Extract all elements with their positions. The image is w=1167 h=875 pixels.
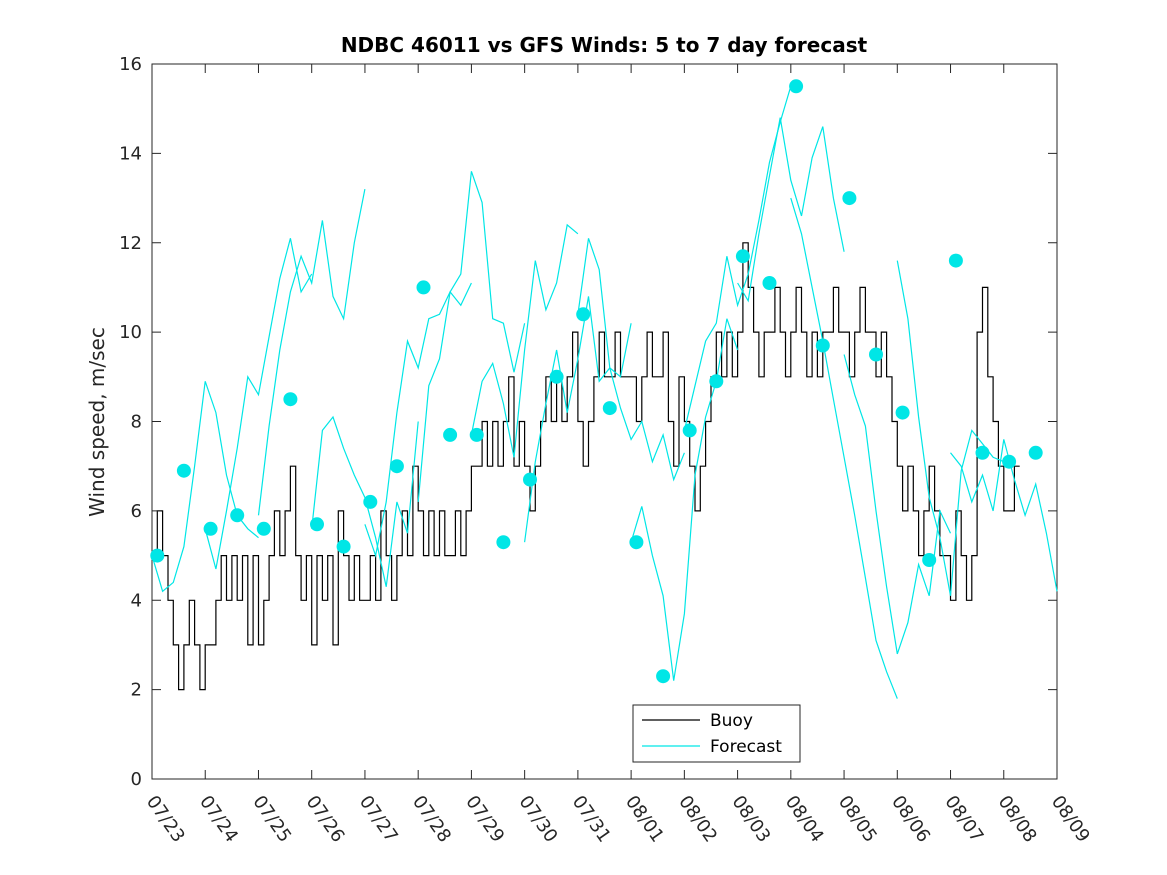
y-tick-label: 6	[131, 501, 142, 522]
chart-title: NDBC 46011 vs GFS Winds: 5 to 7 day fore…	[341, 33, 868, 57]
plot-area	[150, 63, 1058, 780]
forecast-marker	[735, 249, 750, 264]
axes-box	[151, 63, 1058, 780]
x-tick-label: 07/27	[355, 792, 402, 847]
x-tick-label: 07/29	[461, 792, 508, 847]
forecast-marker	[469, 427, 484, 442]
forecast-line-5	[364, 282, 472, 558]
x-tick-label: 08/06	[887, 792, 934, 847]
x-tick-label: 08/04	[781, 792, 828, 847]
forecast-marker	[336, 539, 351, 554]
y-tick-label: 4	[131, 590, 142, 611]
forecast-marker	[283, 392, 298, 407]
forecast-marker	[895, 405, 910, 420]
forecast-marker	[656, 669, 671, 684]
forecast-line-12	[737, 117, 845, 303]
y-tick-label: 12	[119, 233, 142, 254]
x-tick-label: 08/08	[994, 792, 1041, 847]
y-axis-label: Wind speed, m/sec	[85, 327, 109, 517]
forecast-marker	[922, 553, 937, 567]
forecast-line-3	[257, 188, 366, 516]
forecast-marker	[975, 445, 990, 460]
forecast-line-2	[204, 238, 313, 570]
forecast-marker	[576, 307, 591, 322]
x-tick-label: 07/23	[142, 792, 189, 847]
x-tick-label: 07/26	[302, 792, 349, 847]
y-tick-label: 10	[119, 322, 142, 343]
forecast-line-16	[950, 439, 1058, 592]
forecast-line-6	[417, 171, 526, 502]
y-tick-label: 0	[131, 769, 142, 790]
x-tick-label: 08/01	[621, 792, 668, 847]
x-tick-label: 08/02	[674, 792, 721, 847]
forecast-marker	[789, 79, 804, 94]
x-tick-label: 08/05	[834, 792, 881, 847]
x-tick-label: 08/07	[940, 792, 987, 847]
forecast-marker	[256, 521, 271, 536]
y-tick-label: 14	[119, 143, 142, 164]
forecast-marker	[389, 459, 404, 474]
forecast-line-13	[790, 197, 898, 699]
legend-forecast-label: Forecast	[710, 737, 782, 757]
forecast-marker	[709, 374, 724, 389]
y-tick-label: 16	[119, 54, 142, 75]
forecast-marker	[682, 423, 697, 438]
forecast-marker	[1002, 454, 1017, 469]
legend-box	[632, 704, 801, 763]
forecast-marker	[629, 535, 644, 550]
forecast-marker	[176, 463, 191, 478]
buoy-line	[152, 242, 1020, 691]
forecast-marker	[310, 517, 324, 532]
forecast-marker	[363, 494, 378, 509]
forecast-series	[151, 86, 1058, 699]
forecast-marker	[496, 535, 511, 550]
y-tick-label: 8	[131, 412, 142, 433]
x-tick-label: 07/31	[568, 792, 615, 847]
forecast-line-7	[470, 223, 579, 458]
forecast-marker	[416, 280, 431, 295]
x-tick-label: 07/24	[195, 792, 242, 847]
forecast-markers	[150, 79, 1043, 684]
forecast-marker	[762, 276, 777, 290]
forecast-line-11	[683, 86, 792, 431]
y-axis: 0 2 4 6 8 10 12 14 16	[119, 54, 1057, 790]
forecast-marker	[948, 253, 963, 268]
x-tick-label: 08/09	[1047, 792, 1094, 847]
x-tick-label: 07/25	[248, 792, 295, 847]
forecast-line-10	[630, 318, 739, 681]
forecast-line-14	[843, 354, 952, 655]
forecast-line-9	[577, 238, 685, 482]
x-tick-label: 07/28	[408, 792, 455, 847]
forecast-marker	[1028, 445, 1043, 460]
legend: Buoy Forecast	[632, 704, 801, 763]
forecast-marker	[230, 508, 245, 523]
forecast-line-8	[524, 296, 632, 543]
x-tick-label: 07/30	[515, 792, 562, 847]
forecast-marker	[869, 347, 883, 362]
forecast-marker	[815, 338, 830, 353]
forecast-marker	[842, 191, 857, 206]
forecast-marker	[549, 369, 564, 384]
forecast-marker	[443, 427, 458, 442]
forecast-marker	[150, 548, 165, 563]
x-tick-label: 08/03	[727, 792, 774, 847]
y-tick-label: 2	[131, 680, 142, 701]
legend-buoy-label: Buoy	[710, 711, 753, 731]
forecast-marker	[523, 472, 537, 487]
forecast-marker	[602, 401, 617, 416]
buoy-series	[152, 242, 1020, 691]
forecast-marker	[203, 521, 218, 536]
